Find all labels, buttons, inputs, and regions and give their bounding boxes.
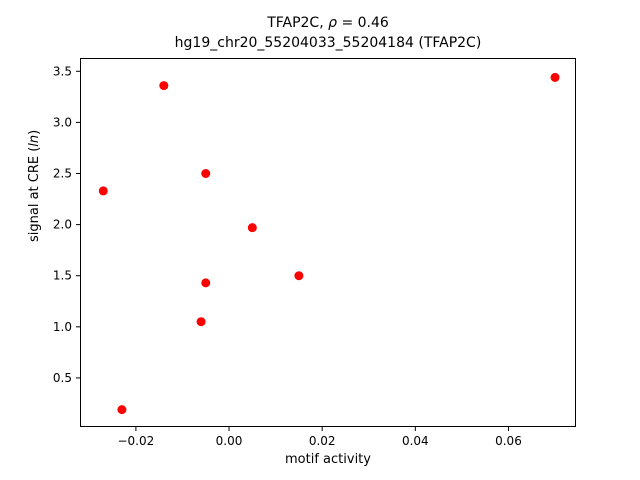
y-tick-label: 2.0 (53, 218, 72, 232)
chart-title: TFAP2C, ρ = 0.46 hg19_chr20_55204033_552… (80, 13, 576, 54)
x-tick-label: −0.02 (117, 434, 154, 448)
x-axis-label: motif activity (285, 452, 371, 467)
y-tick-label: 1.5 (53, 269, 72, 283)
x-tick-label: 0.02 (309, 434, 336, 448)
chart-title-line2: hg19_chr20_55204033_55204184 (TFAP2C) (174, 35, 482, 52)
y-tick-label: 3.5 (53, 64, 72, 78)
plot-area (80, 58, 576, 427)
title-gene: TFAP2C, (267, 15, 329, 31)
y-axis-label-italic: ln (27, 134, 42, 147)
y-tick-label: 0.5 (53, 371, 72, 385)
y-tick-label: 3.0 (53, 115, 72, 129)
rho-value: = 0.46 (337, 15, 389, 31)
y-axis-label-prefix: signal at CRE ( (27, 146, 42, 242)
x-tick-label: 0.04 (402, 434, 429, 448)
y-tick-label: 2.5 (53, 167, 72, 181)
y-axis-label-suffix: ) (27, 129, 42, 135)
y-tick-label: 1.0 (53, 320, 72, 334)
x-tick-label: 0.00 (216, 434, 243, 448)
chart-title-line1: TFAP2C, ρ = 0.46 (80, 13, 576, 33)
x-tick-label: 0.06 (495, 434, 522, 448)
rho-symbol: ρ (328, 15, 337, 31)
